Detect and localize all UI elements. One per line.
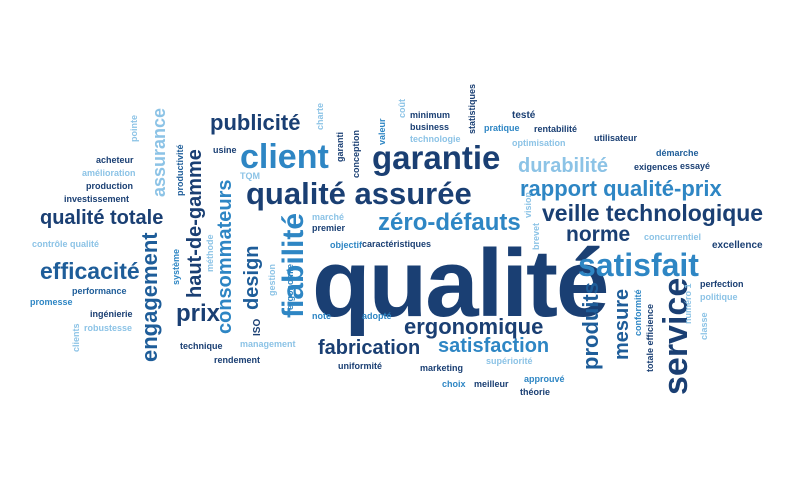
word-methode: méthode <box>205 234 215 272</box>
word-perfection: perfection <box>700 279 744 289</box>
word-controle-qualite: contrôle qualité <box>32 239 100 249</box>
word-excellence: excellence <box>712 240 763 251</box>
word-theorie: théorie <box>520 387 551 397</box>
word-approuve: approuvé <box>524 374 565 384</box>
word-design: design <box>241 245 263 310</box>
word-clients: clients <box>71 323 81 352</box>
word-conformite: conformité <box>633 289 643 336</box>
word-production: production <box>86 181 133 191</box>
word-rentabilite: rentabilité <box>534 124 578 134</box>
word-technologie: technologie <box>410 134 461 144</box>
word-qualite-assuree: qualité assurée <box>246 176 472 211</box>
word-produits: produits <box>578 282 603 370</box>
word-numero-1: numéro 1 <box>683 283 693 324</box>
word-iso: ISO <box>252 318 263 336</box>
word-marche: marché <box>312 212 345 222</box>
word-usine: usine <box>213 145 237 155</box>
word-assurance: assurance <box>149 107 169 197</box>
word-optimisation: optimisation <box>512 138 566 148</box>
word-note: note <box>312 311 331 321</box>
word-client: client <box>240 138 329 176</box>
word-amelioration: amélioration <box>82 168 136 178</box>
word-mesure: mesure <box>611 288 633 360</box>
word-statistiques: statistiques <box>467 83 477 134</box>
word-totale-efficience: totale efficience <box>645 303 655 372</box>
word-teste: testé <box>512 110 536 121</box>
word-fabrication: fabrication <box>318 337 421 359</box>
word-marketing: marketing <box>420 363 464 373</box>
word-publicite: publicité <box>210 110 301 135</box>
word-superiorite: supériorité <box>486 356 533 366</box>
word-choix: choix <box>442 379 466 389</box>
word-efficacite: efficacité <box>40 258 140 284</box>
word-uniformite: uniformité <box>338 361 382 371</box>
word-caracteristiques: caractéristiques <box>362 239 432 249</box>
word-classe: classe <box>699 312 709 340</box>
word-concurrentiel: concurrentiel <box>644 232 702 242</box>
word-durabilite: durabilité <box>518 155 609 177</box>
word-exigences: exigences <box>634 162 678 172</box>
word-garanti: garanti <box>335 131 345 162</box>
word-objectif: objectif <box>330 240 363 250</box>
word-rapport-qualite-prix: rapport qualité-prix <box>520 176 722 201</box>
word-qualite-totale: qualité totale <box>40 207 164 229</box>
word-acheteur: acheteur <box>96 155 134 165</box>
word-business: business <box>410 122 450 132</box>
word-promesse: promesse <box>30 297 73 307</box>
word-performance: performance <box>72 286 127 296</box>
word-charte: charte <box>315 102 325 130</box>
word-tqm: TQM <box>240 171 260 181</box>
word-utilisateur: utilisateur <box>594 133 638 143</box>
word-zero-defauts: zéro-défauts <box>378 209 521 236</box>
word-politique: politique <box>700 292 738 302</box>
word-vision: vision <box>523 191 533 218</box>
word-rendement: rendement <box>214 355 261 365</box>
word-meilleur: meilleur <box>474 379 509 389</box>
word-robustesse: robustesse <box>84 323 133 333</box>
word-prix: prix <box>176 300 221 327</box>
word-gestion: gestion <box>267 263 277 296</box>
word-garantie: garantie <box>372 139 501 176</box>
word-investissement: investissement <box>64 194 130 204</box>
word-essaye: essayé <box>680 161 711 171</box>
word-ingenierie: ingénierie <box>90 309 133 319</box>
word-pointe: pointe <box>129 115 139 142</box>
word-demarche: démarche <box>656 148 699 158</box>
word-norme: norme <box>566 223 631 246</box>
word-conception: conception <box>351 129 361 178</box>
word-ergonomique: ergonomique <box>404 314 544 339</box>
word-consommateurs: consommateurs <box>214 179 236 335</box>
word-valeur: valeur <box>377 118 387 145</box>
word-satisfaction: satisfaction <box>438 335 550 357</box>
word-ergonomie: ergonomie <box>285 263 295 310</box>
word-adopte: adopté <box>362 311 392 321</box>
word-systeme: système <box>171 248 181 285</box>
word-productivite: productivité <box>175 144 185 196</box>
word-minimum: minimum <box>410 110 451 120</box>
word-management: management <box>240 339 296 349</box>
word-veille-technologique: veille technologique <box>542 200 764 226</box>
word-pratique: pratique <box>484 123 520 133</box>
word-qualite: qualité <box>312 230 609 337</box>
word-engagement: engagement <box>137 232 162 362</box>
word-premier: premier <box>312 223 346 233</box>
word-cout: coût <box>397 99 407 118</box>
word-brevet: brevet <box>531 222 541 250</box>
word-haut-de-gamme: haut-de-gamme <box>184 149 206 298</box>
word-technique: technique <box>180 341 223 351</box>
word-satisfait: satisfait <box>578 247 699 283</box>
